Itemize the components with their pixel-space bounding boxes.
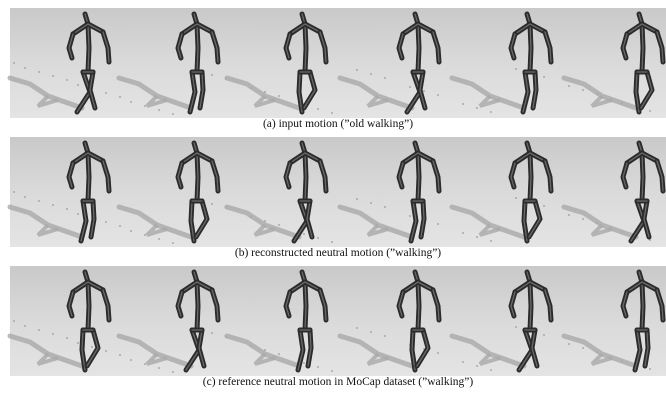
floor-marker: [490, 111, 492, 113]
floor-marker: [211, 74, 213, 76]
floor-marker: [384, 77, 386, 79]
floor-marker: [543, 205, 545, 207]
floor-marker: [515, 197, 517, 199]
floor-marker: [331, 112, 333, 114]
floor-marker: [105, 92, 107, 94]
floor-marker: [52, 75, 54, 77]
floor-marker: [462, 232, 464, 234]
floor-marker: [490, 369, 492, 371]
floor-marker: [582, 218, 584, 220]
floor-marker: [331, 241, 333, 243]
floor-marker: [105, 350, 107, 352]
floor-marker: [13, 320, 15, 322]
floor-marker: [462, 361, 464, 363]
floor-marker: [77, 342, 79, 344]
floor-marker: [462, 103, 464, 105]
floor-marker: [568, 85, 570, 87]
floor-marker: [172, 242, 174, 244]
floor-marker: [144, 363, 146, 365]
floor-marker: [370, 73, 372, 75]
floor-marker: [384, 206, 386, 208]
floor-marker: [24, 67, 26, 69]
floor-marker: [66, 208, 68, 210]
caption: (b) reconstructed neutral motion (”walki…: [235, 247, 441, 259]
floor-marker: [409, 86, 411, 88]
floor-marker: [476, 107, 478, 109]
floor-marker: [24, 325, 26, 327]
floor-marker: [409, 215, 411, 217]
floor-marker: [303, 233, 305, 235]
floor-marker: [144, 234, 146, 236]
floor-marker: [52, 333, 54, 335]
floor-marker: [543, 76, 545, 78]
floor-marker: [423, 90, 425, 92]
floor-marker: [356, 327, 358, 329]
floor-marker: [317, 366, 319, 368]
floor-marker: [38, 200, 40, 202]
floor-marker: [211, 332, 213, 334]
floor-marker: [77, 213, 79, 215]
figure: (a) input motion (”old walking”) (b) rec…: [0, 0, 666, 399]
floor-marker: [582, 347, 584, 349]
floor-marker: [356, 198, 358, 200]
floor-marker: [130, 359, 132, 361]
floor-marker: [66, 79, 68, 81]
floor-marker: [649, 368, 651, 370]
floor-marker: [476, 365, 478, 367]
floor-marker: [105, 221, 107, 223]
floor-marker: [515, 326, 517, 328]
floor-marker: [490, 240, 492, 242]
floor-marker: [515, 68, 517, 70]
floor-marker: [158, 238, 160, 240]
floor-marker: [119, 354, 121, 356]
floor-marker: [278, 95, 280, 97]
floor-marker: [568, 343, 570, 345]
floor-marker: [158, 367, 160, 369]
floor-marker: [38, 71, 40, 73]
floor-marker: [119, 96, 121, 98]
floor-marker: [77, 84, 79, 86]
floor-marker: [356, 69, 358, 71]
strips: [10, 8, 666, 376]
floor-marker: [437, 352, 439, 354]
floor-marker: [278, 353, 280, 355]
floor-marker: [317, 108, 319, 110]
floor-marker: [582, 89, 584, 91]
floor-marker: [172, 371, 174, 373]
floor-marker: [370, 202, 372, 204]
floor-marker: [211, 203, 213, 205]
floor-marker: [91, 346, 93, 348]
floor-marker: [158, 109, 160, 111]
floor-marker: [303, 362, 305, 364]
floor-marker: [384, 335, 386, 337]
floor-marker: [437, 223, 439, 225]
floor-marker: [24, 196, 26, 198]
caption: (c) reference neutral motion in MoCap da…: [203, 376, 474, 388]
caption: (a) input motion (”old walking”): [263, 118, 413, 130]
floor-marker: [66, 337, 68, 339]
floor-marker: [331, 370, 333, 372]
floor-marker: [130, 101, 132, 103]
floor-marker: [437, 94, 439, 96]
floor-marker: [144, 105, 146, 107]
floor-marker: [568, 214, 570, 216]
floor-marker: [172, 113, 174, 115]
floor-marker: [52, 204, 54, 206]
floor-marker: [476, 236, 478, 238]
floor-marker: [649, 110, 651, 112]
floor-marker: [543, 334, 545, 336]
floor-marker: [38, 329, 40, 331]
floor-marker: [13, 191, 15, 193]
floor-marker: [119, 225, 121, 227]
floor-marker: [13, 62, 15, 64]
floor-marker: [130, 230, 132, 232]
floor-marker: [278, 224, 280, 226]
floor-marker: [370, 331, 372, 333]
floor-marker: [317, 237, 319, 239]
